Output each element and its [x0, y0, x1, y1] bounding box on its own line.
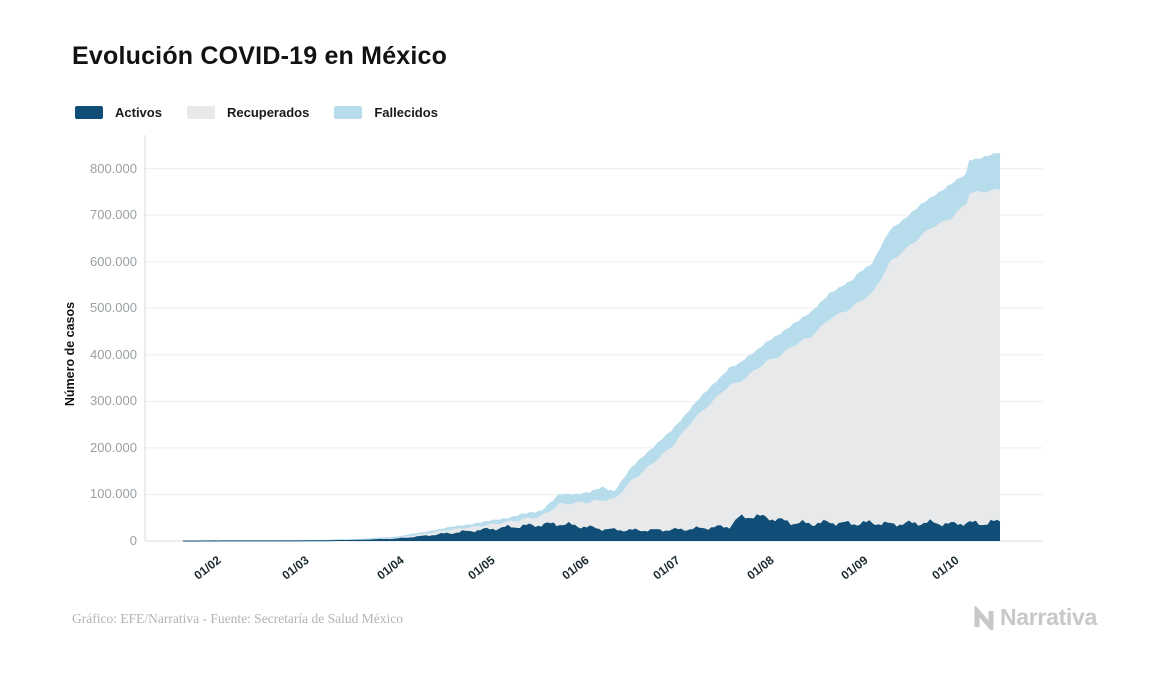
chart-legend: Activos Recuperados Fallecidos [75, 105, 438, 120]
y-axis-title: Número de casos [63, 301, 77, 407]
y-tick-label: 300.000 [90, 393, 137, 409]
legend-item-recuperados: Recuperados [186, 105, 310, 120]
legend-swatch [334, 106, 363, 119]
legend-label: Recuperados [226, 105, 310, 120]
chart-title: Evolución COVID-19 en México [72, 42, 448, 70]
legend-label: Fallecidos [374, 105, 438, 120]
legend-label: Activos [115, 105, 162, 120]
legend-item-fallecidos: Fallecidos [334, 105, 438, 120]
activos-top-line [183, 514, 1001, 542]
legend-item-activos: Activos [75, 105, 162, 120]
y-tick-label: 200.000 [90, 439, 137, 455]
legend-swatch [75, 106, 103, 119]
narrativa-logo: Narrativa [972, 604, 1097, 631]
source-credit: Gráfico: EFE/Narrativa - Fuente: Secreta… [72, 611, 404, 626]
area-activos [183, 514, 1000, 541]
area-recuperados [183, 189, 1000, 541]
y-tick-label: 800.000 [90, 160, 137, 176]
legend-swatch [186, 106, 215, 119]
y-tick-label: 700.000 [90, 207, 137, 223]
y-tick-label: 600.000 [90, 253, 137, 269]
narrativa-logo-text: Narrativa [999, 604, 1097, 630]
y-tick-label: 100.000 [90, 486, 137, 502]
narrativa-logo-icon [974, 605, 994, 630]
y-tick-label: 400.000 [90, 346, 137, 362]
y-tick-label: 0 [129, 533, 137, 548]
y-tick-label: 500.000 [90, 300, 137, 316]
